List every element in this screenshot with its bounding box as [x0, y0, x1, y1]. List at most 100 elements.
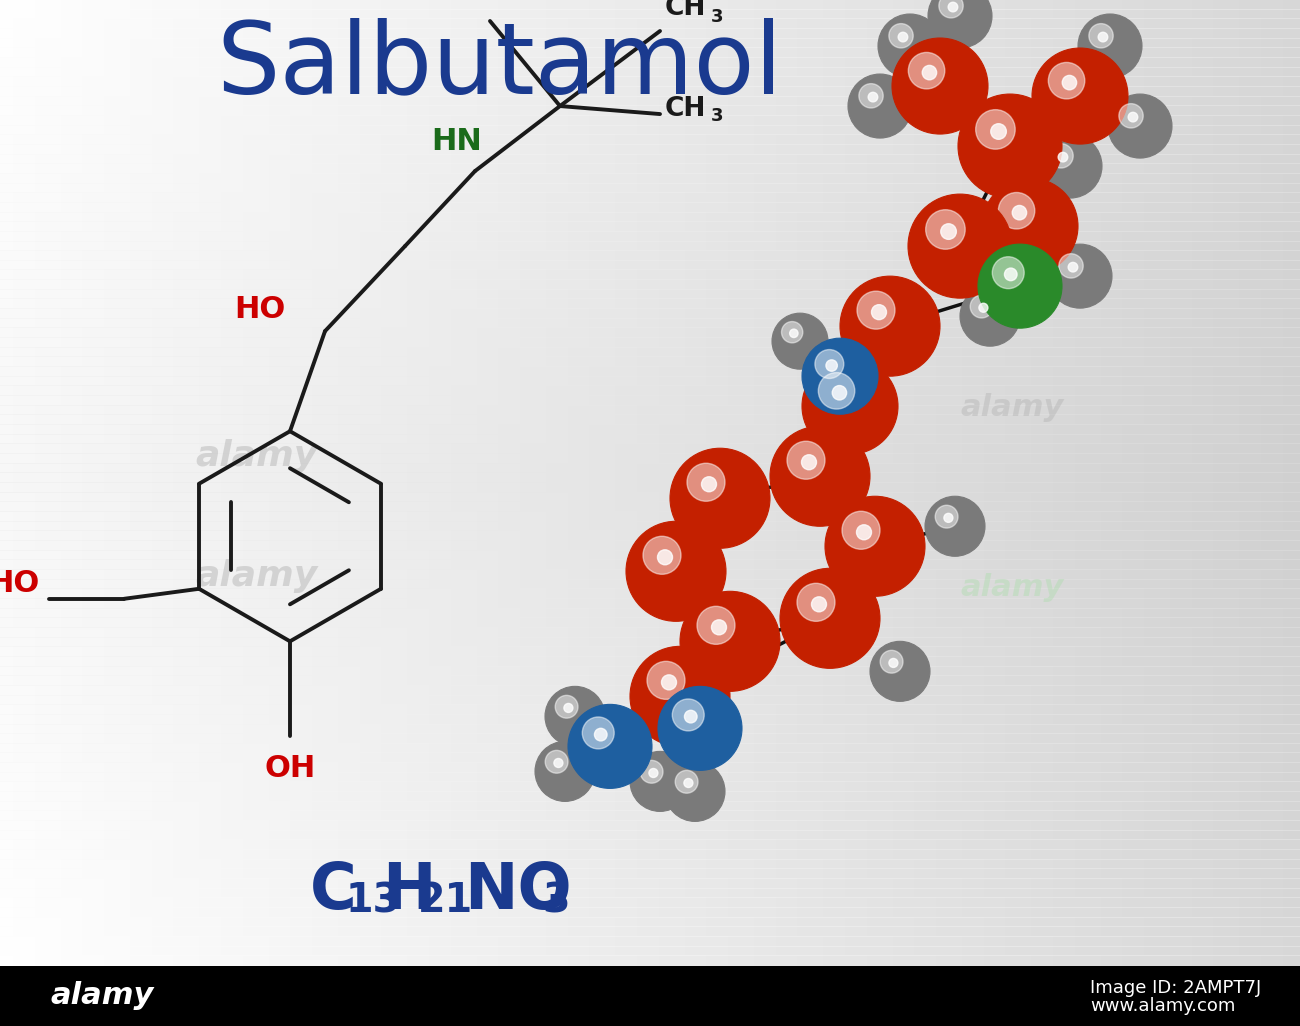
Bar	[117, 0, 122, 966]
Circle shape	[680, 591, 780, 692]
Bar	[1127, 0, 1132, 966]
Bar	[563, 0, 568, 966]
Bar	[282, 0, 287, 966]
Bar	[0, 636, 1300, 647]
Bar	[195, 0, 200, 966]
Bar	[0, 966, 1300, 1026]
Circle shape	[889, 24, 913, 48]
Bar	[381, 0, 386, 966]
Circle shape	[684, 779, 693, 788]
Bar	[841, 0, 846, 966]
Bar	[0, 347, 1300, 357]
Bar	[1257, 0, 1262, 966]
Bar	[403, 0, 408, 966]
Circle shape	[780, 568, 880, 668]
Bar	[459, 0, 464, 966]
Bar	[1187, 0, 1192, 966]
Bar	[810, 0, 815, 966]
Bar	[0, 231, 1300, 241]
Bar	[672, 0, 677, 966]
Bar	[1209, 0, 1214, 966]
Bar	[485, 0, 490, 966]
Bar	[0, 734, 1300, 744]
Bar	[971, 0, 976, 966]
Text: alamy: alamy	[195, 439, 317, 473]
Bar	[390, 0, 395, 966]
Bar	[0, 520, 1300, 531]
Bar	[0, 675, 1300, 685]
Text: alamy: alamy	[195, 559, 317, 593]
Bar	[1200, 0, 1205, 966]
Circle shape	[1062, 75, 1076, 90]
Circle shape	[1069, 263, 1078, 272]
Bar	[0, 395, 1300, 405]
Bar	[0, 800, 1300, 812]
Bar	[420, 0, 425, 966]
Bar	[251, 0, 256, 966]
Bar	[399, 0, 404, 966]
Bar	[368, 0, 373, 966]
Circle shape	[871, 305, 887, 320]
Bar	[9, 0, 14, 966]
Bar	[992, 0, 997, 966]
Bar	[962, 0, 967, 966]
Bar	[152, 0, 157, 966]
Circle shape	[857, 291, 894, 329]
Bar	[407, 0, 412, 966]
Bar	[663, 0, 668, 966]
Circle shape	[840, 276, 940, 377]
Bar	[1170, 0, 1175, 966]
Bar	[0, 192, 1300, 203]
Bar	[628, 0, 633, 966]
Bar	[650, 0, 655, 966]
Bar	[1027, 0, 1032, 966]
Bar	[854, 0, 859, 966]
Circle shape	[907, 194, 1011, 299]
Bar	[875, 0, 880, 966]
Circle shape	[998, 193, 1035, 229]
Bar	[0, 95, 1300, 107]
Text: CH: CH	[666, 96, 706, 122]
Circle shape	[802, 339, 878, 415]
Bar	[264, 0, 269, 966]
Bar	[325, 0, 330, 966]
Bar	[160, 0, 165, 966]
Bar	[0, 106, 1300, 116]
Bar	[43, 0, 48, 966]
Bar	[347, 0, 352, 966]
Bar	[0, 202, 1300, 212]
Bar	[1179, 0, 1184, 966]
Text: 3: 3	[711, 8, 724, 26]
Bar	[1049, 0, 1054, 966]
Bar	[1213, 0, 1218, 966]
Bar	[0, 723, 1300, 735]
Bar	[0, 791, 1300, 801]
Bar	[698, 0, 703, 966]
Bar	[4, 0, 9, 966]
Bar	[0, 299, 1300, 309]
Bar	[1070, 0, 1075, 966]
Bar	[303, 0, 308, 966]
Bar	[0, 859, 1300, 869]
Circle shape	[644, 537, 681, 575]
Circle shape	[802, 358, 898, 455]
Bar	[1192, 0, 1197, 966]
Bar	[806, 0, 811, 966]
Bar	[0, 782, 1300, 792]
Text: 3: 3	[711, 107, 724, 125]
Circle shape	[1060, 253, 1083, 278]
Circle shape	[647, 662, 685, 700]
Bar	[139, 0, 144, 966]
Bar	[0, 926, 1300, 937]
Bar	[234, 0, 239, 966]
Bar	[0, 163, 1300, 173]
Bar	[888, 0, 893, 966]
Bar	[0, 752, 1300, 763]
Circle shape	[944, 513, 953, 522]
Bar	[745, 0, 750, 966]
Bar	[0, 327, 1300, 339]
Text: alamy: alamy	[959, 573, 1063, 602]
Bar	[815, 0, 820, 966]
Bar	[299, 0, 304, 966]
Bar	[13, 0, 18, 966]
